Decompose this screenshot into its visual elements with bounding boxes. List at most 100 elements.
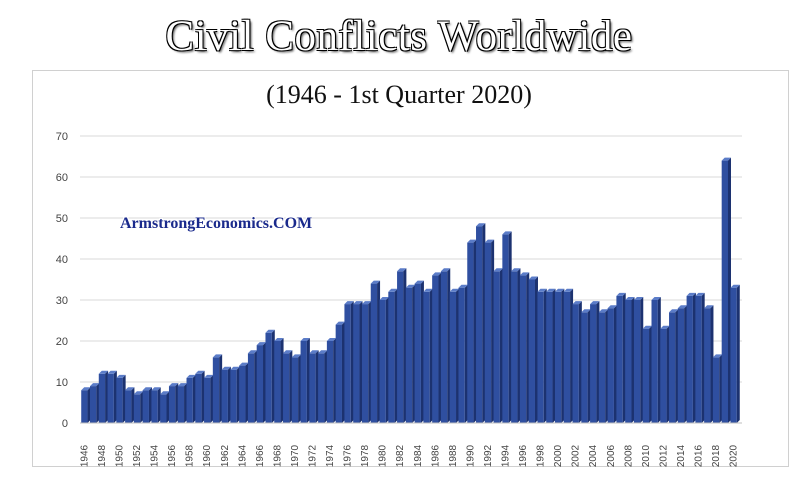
bar-top-1983 [405, 284, 416, 288]
bar-1956 [168, 386, 176, 423]
bar-top-1991 [476, 223, 486, 227]
x-tick-label: 1948 [97, 444, 108, 467]
bar-side-1990 [473, 239, 477, 423]
bar-side-1946 [87, 387, 91, 423]
bar-1992 [484, 242, 492, 423]
bar-top-1982 [397, 268, 407, 272]
bar-side-1978 [368, 301, 372, 423]
bar-top-2009 [633, 297, 644, 300]
bar-top-2020 [730, 284, 740, 288]
bar-side-2020 [736, 284, 740, 423]
bar-top-1973 [318, 350, 328, 354]
bar-1971 [300, 341, 307, 423]
bar-top-1979 [370, 280, 381, 284]
bar-side-1958 [192, 374, 196, 423]
bar-1947 [90, 386, 97, 423]
bar-side-1947 [96, 383, 100, 423]
bar-side-2012 [666, 325, 670, 423]
bar-top-1981 [388, 288, 398, 292]
x-tick-label: 1982 [395, 444, 406, 467]
bar-1994 [502, 234, 509, 423]
bar-2009 [633, 300, 641, 423]
bar-1957 [177, 386, 185, 423]
bar-top-1954 [151, 387, 161, 391]
bar-2017 [704, 308, 711, 423]
bar-top-1962 [221, 366, 231, 370]
bar-1970 [291, 357, 299, 423]
bar-1962 [221, 369, 228, 423]
bar-side-1949 [113, 370, 117, 423]
bar-top-1999 [546, 288, 556, 292]
x-tick-label: 1974 [325, 444, 336, 467]
x-tick-label: 1990 [465, 444, 476, 467]
bar-top-1978 [361, 301, 372, 305]
bar-side-2005 [605, 309, 609, 423]
x-tick-label: 2000 [553, 444, 564, 467]
bar-side-1984 [420, 280, 424, 423]
x-tick-label: 1952 [132, 444, 143, 467]
bar-side-1986 [438, 272, 442, 423]
bar-top-2005 [598, 309, 609, 313]
bar-side-1991 [482, 223, 486, 423]
bar-side-2001 [570, 288, 574, 423]
bar-1965 [247, 353, 255, 423]
bar-2006 [607, 308, 614, 423]
bar-top-1976 [344, 301, 354, 305]
y-tick-label: 40 [56, 254, 68, 266]
x-tick-label: 1980 [378, 444, 389, 467]
bar-side-1961 [219, 354, 223, 423]
bar-1976 [344, 304, 351, 423]
x-tick-label: 1978 [360, 444, 371, 467]
bar-side-1965 [254, 350, 258, 423]
bar-side-2002 [578, 301, 582, 423]
bar-1969 [283, 353, 290, 423]
bar-1980 [379, 300, 386, 423]
bar-top-1946 [81, 387, 91, 391]
x-tick-label: 1950 [114, 444, 125, 467]
bar-top-1990 [467, 239, 477, 243]
bar-2008 [625, 300, 632, 423]
bar-side-1997 [534, 276, 538, 423]
bar-top-1980 [379, 297, 389, 300]
bar-top-1970 [291, 354, 302, 358]
bar-side-2016 [701, 292, 705, 423]
bar-top-1958 [186, 374, 196, 378]
bar-top-1994 [502, 231, 512, 235]
x-tick-label: 1988 [448, 444, 459, 467]
bar-top-2007 [616, 292, 626, 296]
x-tick-label: 1968 [272, 444, 283, 467]
bar-side-1951 [131, 387, 135, 423]
bar-side-1966 [263, 342, 267, 423]
bar-side-2006 [613, 305, 617, 423]
bar-side-1971 [306, 338, 310, 423]
bar-1974 [326, 341, 334, 423]
bar-side-1955 [166, 391, 170, 423]
bar-side-1960 [210, 374, 214, 423]
x-tick-label: 1966 [255, 444, 266, 467]
bar-top-1986 [432, 272, 442, 276]
bar-top-2014 [677, 305, 688, 309]
bar-top-1969 [283, 350, 293, 354]
x-tick-label: 1998 [536, 444, 547, 467]
bar-top-2018 [712, 354, 723, 358]
bar-top-1955 [160, 391, 170, 395]
bar-top-2011 [651, 297, 661, 300]
bar-1950 [116, 377, 123, 423]
bar-1987 [440, 271, 448, 423]
bar-top-1992 [484, 239, 495, 243]
bar-top-1957 [177, 383, 188, 387]
x-tick-label: 2014 [676, 444, 687, 467]
bar-1979 [370, 283, 378, 423]
chart-subtitle: (1946 - 1st Quarter 2020) [266, 80, 532, 109]
bar-side-2017 [710, 305, 714, 423]
bar-top-1947 [90, 383, 100, 387]
bar-side-1976 [350, 301, 354, 423]
bar-top-1974 [326, 338, 337, 341]
bar-side-2007 [622, 292, 626, 423]
bar-top-1959 [195, 370, 205, 374]
bar-1963 [230, 369, 237, 423]
bar-top-1987 [440, 268, 451, 272]
bar-side-2019 [727, 157, 731, 423]
bar-side-1974 [333, 338, 337, 423]
